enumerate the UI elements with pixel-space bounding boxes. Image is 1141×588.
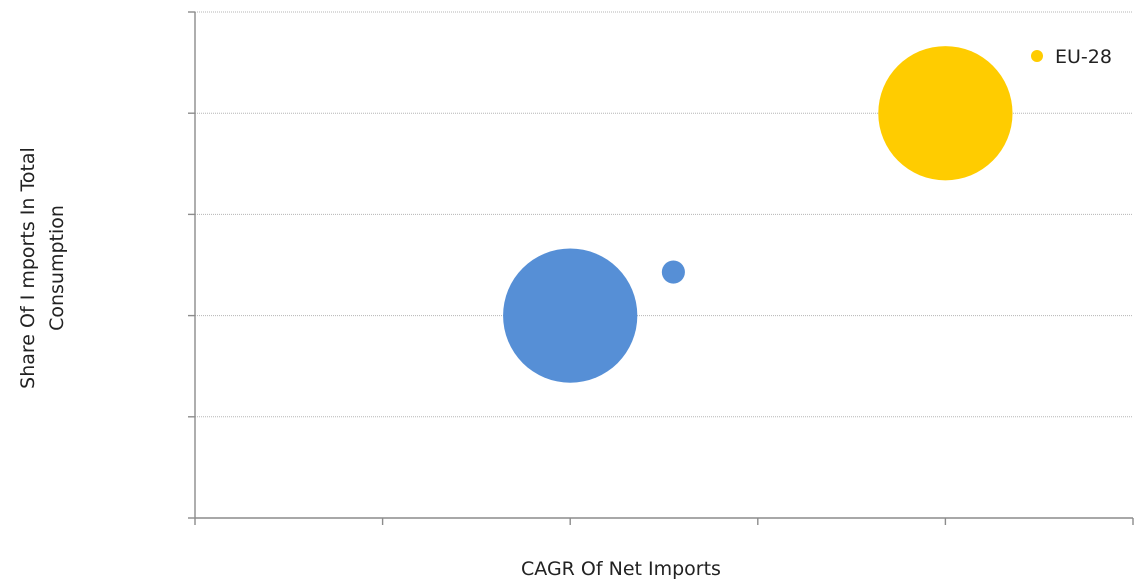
y-axis-title-line-2: Consumption	[46, 205, 68, 331]
legend-swatch-eu-28	[1031, 50, 1043, 62]
gridlines	[195, 11, 1133, 418]
legend-label-eu-28: EU-28	[1055, 46, 1112, 68]
axes	[188, 11, 1134, 525]
x-axis-title: CAGR Of Net Imports	[521, 558, 721, 580]
bubble-series-1-point-0	[878, 46, 1013, 181]
bubble-series-0-point-1	[661, 260, 685, 284]
y-axis-title-line-1: Share Of I mports In Total	[17, 147, 39, 389]
bubble-series-0-point-0	[503, 248, 638, 383]
y-axis-title: Share Of I mports In Total Consumption	[17, 147, 68, 389]
bubbles	[503, 46, 1013, 383]
legend: EU-28	[1031, 46, 1112, 68]
